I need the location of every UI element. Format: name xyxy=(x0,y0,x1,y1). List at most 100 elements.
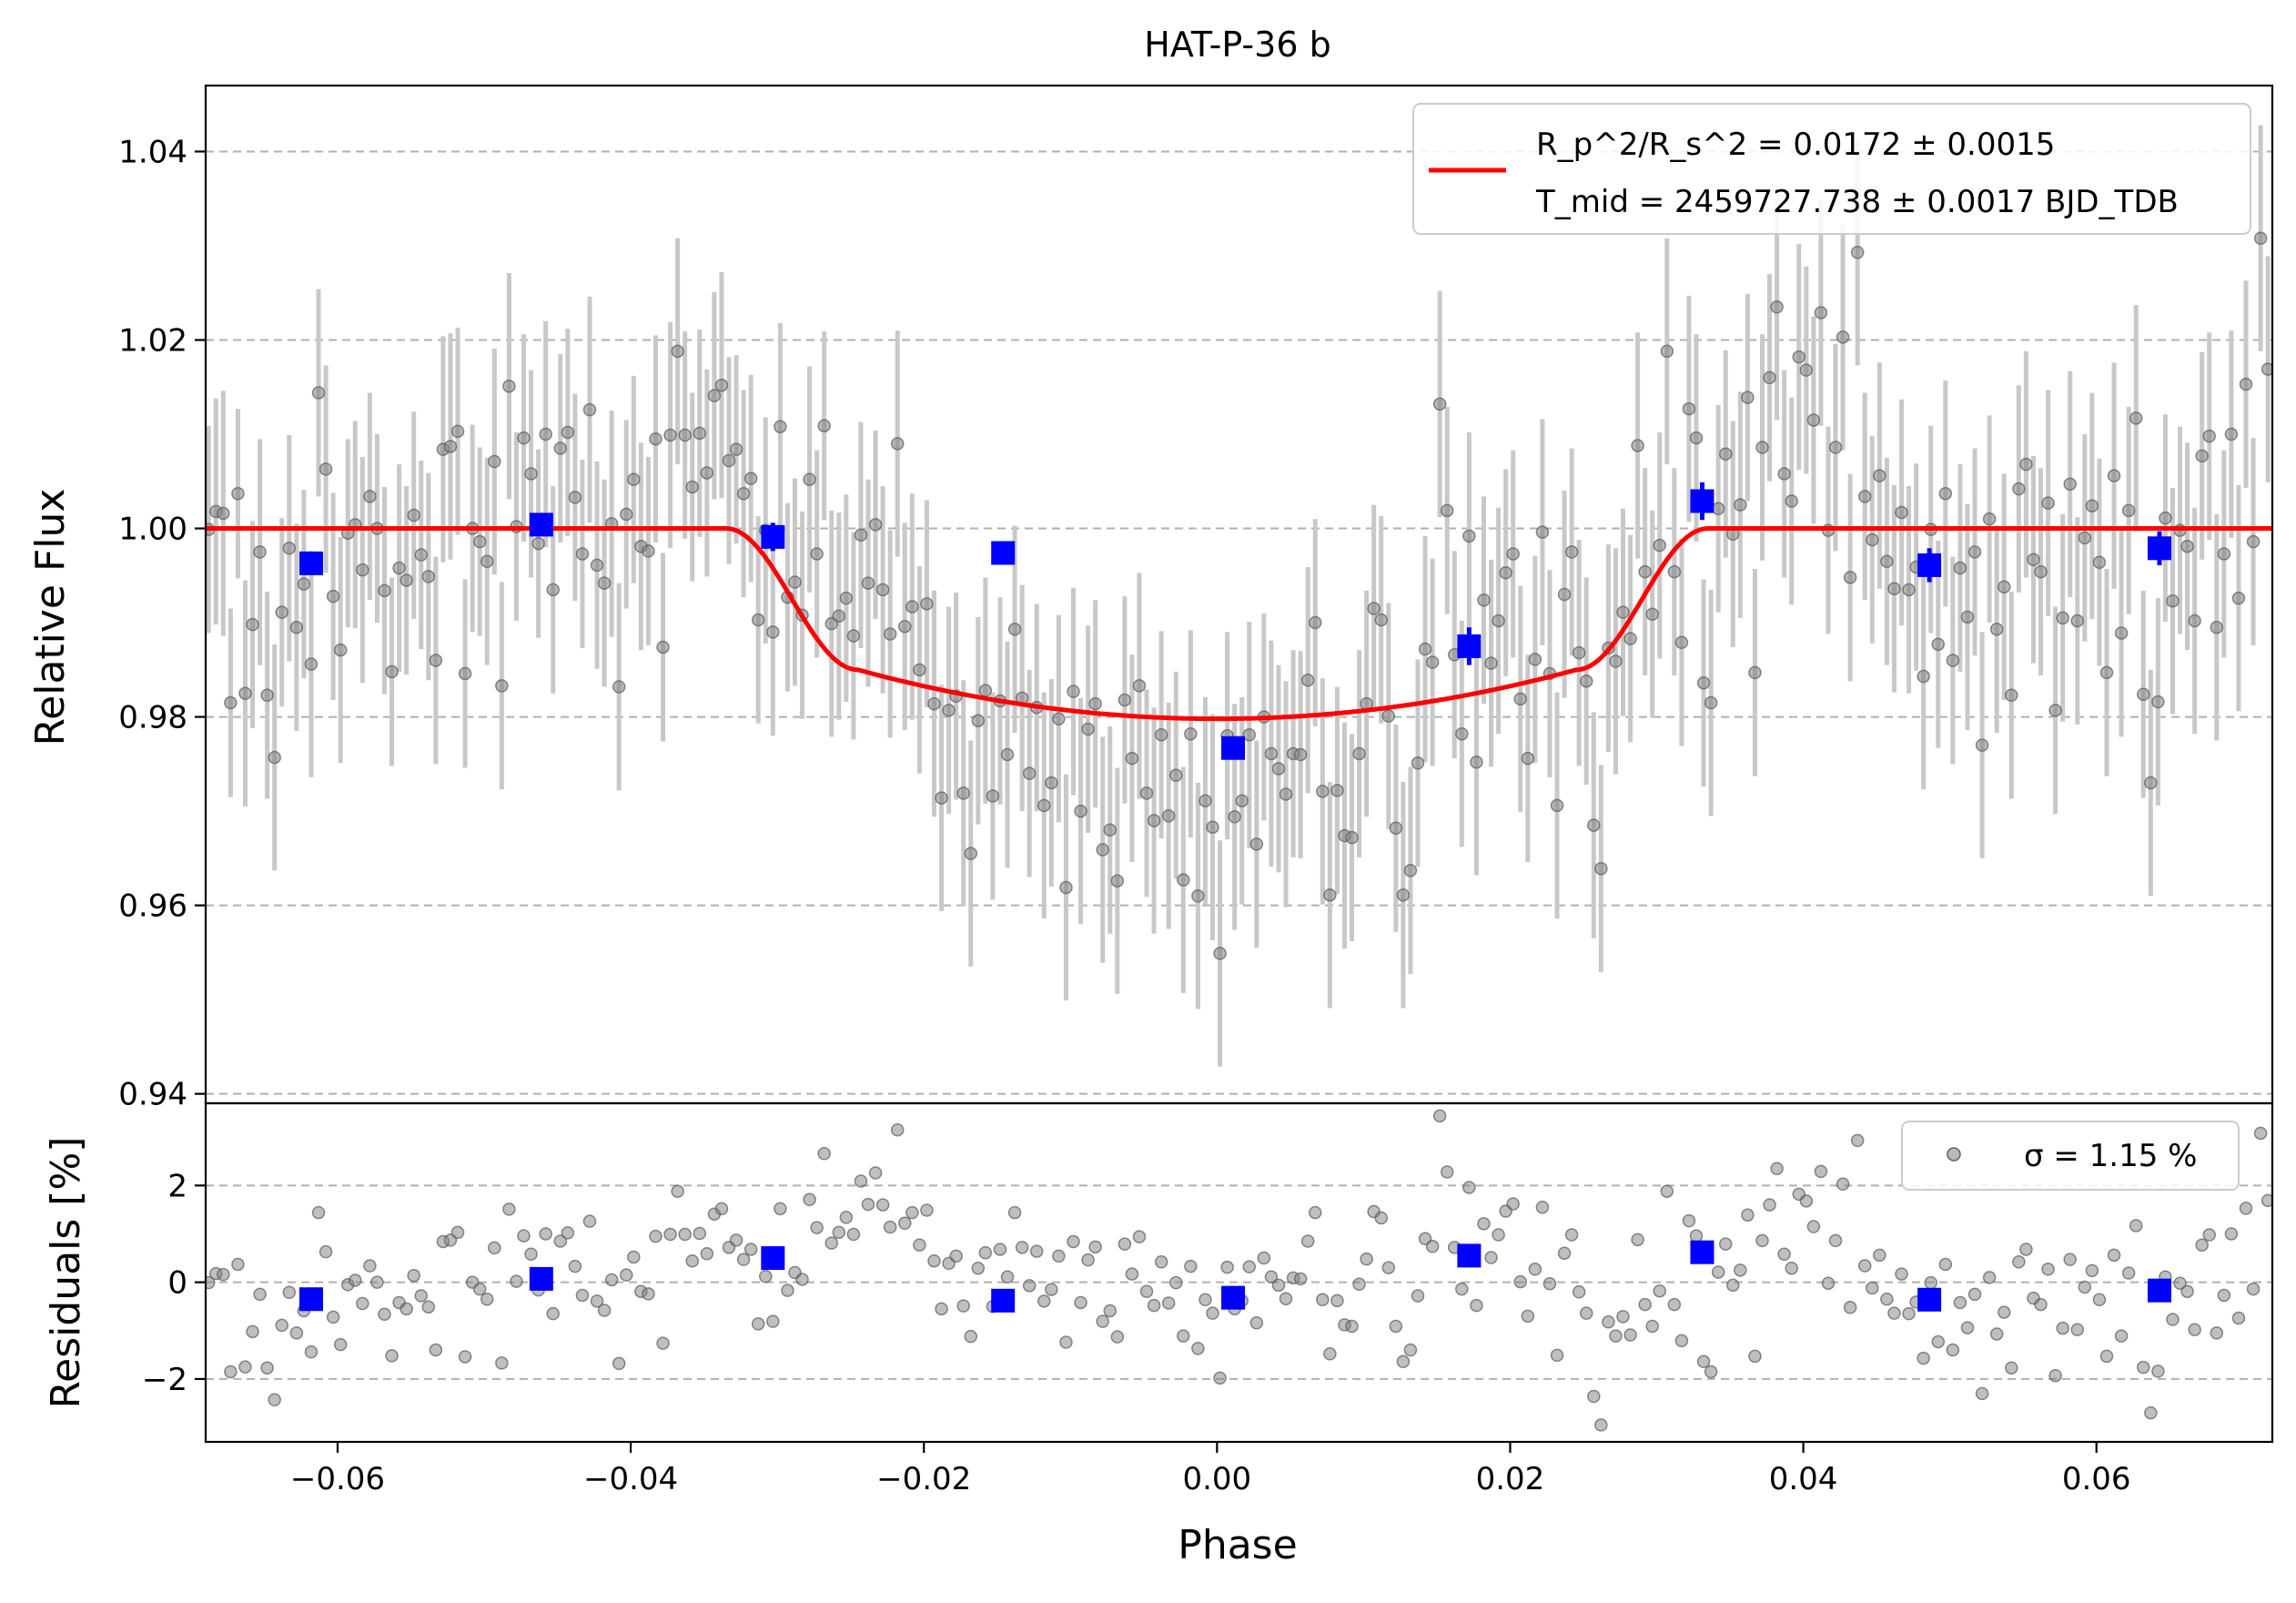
residual-point xyxy=(2092,1293,2107,1307)
raw-data-point xyxy=(2129,411,2143,425)
residual-point xyxy=(1506,1197,1520,1211)
raw-data-point xyxy=(1814,306,1828,320)
raw-data-point xyxy=(1711,502,1725,516)
residual-point xyxy=(2239,1202,2253,1215)
raw-data-point xyxy=(2188,614,2201,628)
raw-data-point xyxy=(1345,830,1359,845)
bottom-panel: −2 0 2 −0.06 −0.04 −0.02 0.00 0.02 0.04 0.06 σ =… xyxy=(43,1101,2274,1568)
raw-data-point xyxy=(839,591,854,605)
raw-data-point xyxy=(458,666,472,681)
raw-data-point xyxy=(2261,362,2272,376)
x-tick-label: −0.02 xyxy=(876,1461,971,1497)
residual-point xyxy=(1674,1334,1689,1348)
raw-data-point xyxy=(942,704,956,717)
raw-data-point xyxy=(2166,594,2180,608)
residual-point xyxy=(1345,1319,1359,1334)
residual-point xyxy=(642,1287,655,1301)
bottom-y-ticks: −2 0 2 xyxy=(142,1168,206,1398)
raw-data-point xyxy=(1857,490,1872,503)
residual-point xyxy=(1323,1347,1337,1361)
residual-point xyxy=(993,1243,1007,1256)
binned-residual-point xyxy=(1917,1287,1942,1312)
raw-data-point xyxy=(2144,776,2158,790)
top-legend-line2: T_mid = 2459727.738 ± 0.0017 BJD_TDB xyxy=(1535,184,2179,220)
raw-data-point xyxy=(363,490,377,503)
residual-point xyxy=(854,1174,868,1188)
raw-data-point xyxy=(875,583,890,597)
residual-point xyxy=(743,1243,758,1256)
raw-data-point xyxy=(1000,747,1015,762)
raw-data-point xyxy=(832,609,846,624)
x-tick-label: 0.02 xyxy=(1476,1461,1545,1497)
raw-data-point xyxy=(1674,635,1689,650)
raw-data-point xyxy=(1866,533,1879,547)
residual-point xyxy=(846,1227,861,1242)
raw-data-point xyxy=(1425,655,1440,669)
raw-data-point xyxy=(1316,785,1330,798)
residual-point xyxy=(1734,1263,1747,1277)
raw-data-point xyxy=(1960,610,1975,624)
residual-point xyxy=(971,1261,986,1275)
residual-point xyxy=(2056,1321,2069,1335)
residual-point xyxy=(1653,1283,1667,1298)
residual-point xyxy=(2129,1219,2143,1233)
residual-point xyxy=(1139,1284,1154,1298)
residual-point xyxy=(781,1283,794,1297)
raw-data-point xyxy=(2151,695,2165,709)
residual-point xyxy=(861,1197,875,1212)
raw-data-point xyxy=(2224,427,2239,441)
residual-point xyxy=(1748,1349,1762,1364)
residual-point xyxy=(1880,1292,1894,1306)
raw-data-point xyxy=(620,507,633,522)
top-binned-points xyxy=(298,482,2171,760)
raw-data-point xyxy=(575,547,590,561)
residual-point xyxy=(978,1245,993,1260)
residual-point xyxy=(2261,1193,2272,1208)
residual-point xyxy=(1213,1371,1227,1385)
raw-data-point xyxy=(1572,645,1586,660)
residual-point xyxy=(517,1229,531,1243)
residual-point xyxy=(671,1184,684,1198)
residual-point xyxy=(539,1227,552,1241)
residual-point xyxy=(275,1318,289,1333)
raw-data-point xyxy=(268,750,281,765)
raw-data-point xyxy=(1411,756,1425,770)
residual-point xyxy=(1777,1247,1791,1262)
binned-residual-point xyxy=(1457,1243,1482,1268)
residual-point xyxy=(1492,1228,1505,1242)
residual-point xyxy=(1184,1259,1198,1273)
raw-data-point xyxy=(231,486,245,501)
residual-point xyxy=(2041,1263,2055,1276)
residual-point xyxy=(2210,1326,2224,1340)
raw-data-point xyxy=(217,506,230,521)
raw-data-point xyxy=(935,791,948,805)
residual-point xyxy=(663,1227,677,1242)
residual-point xyxy=(678,1227,692,1242)
residual-point xyxy=(612,1356,626,1371)
residual-point xyxy=(1470,1298,1483,1313)
raw-data-point xyxy=(1967,545,1982,559)
residual-point xyxy=(1821,1276,1836,1290)
binned-data-point xyxy=(529,512,553,537)
raw-data-point xyxy=(2063,477,2077,492)
raw-data-point xyxy=(774,420,787,433)
raw-data-point xyxy=(1139,786,1154,800)
raw-data-point xyxy=(2202,429,2216,443)
bottom-y-axis-label: Residuals [%] xyxy=(43,1137,89,1409)
raw-data-point xyxy=(356,563,369,577)
residual-point xyxy=(1110,1330,1125,1344)
raw-data-point xyxy=(319,462,333,476)
raw-data-point xyxy=(524,467,538,481)
residual-point xyxy=(1257,1251,1271,1265)
raw-data-point xyxy=(443,440,458,453)
raw-data-point xyxy=(978,684,993,697)
residual-point xyxy=(1726,1278,1740,1293)
raw-data-point xyxy=(898,619,912,634)
residual-point xyxy=(1799,1194,1814,1208)
bottom-y-tick-label: −2 xyxy=(142,1362,187,1398)
raw-data-point xyxy=(1616,605,1630,619)
raw-data-point xyxy=(2027,553,2040,566)
residual-point xyxy=(217,1267,230,1282)
raw-data-point xyxy=(1352,746,1366,761)
